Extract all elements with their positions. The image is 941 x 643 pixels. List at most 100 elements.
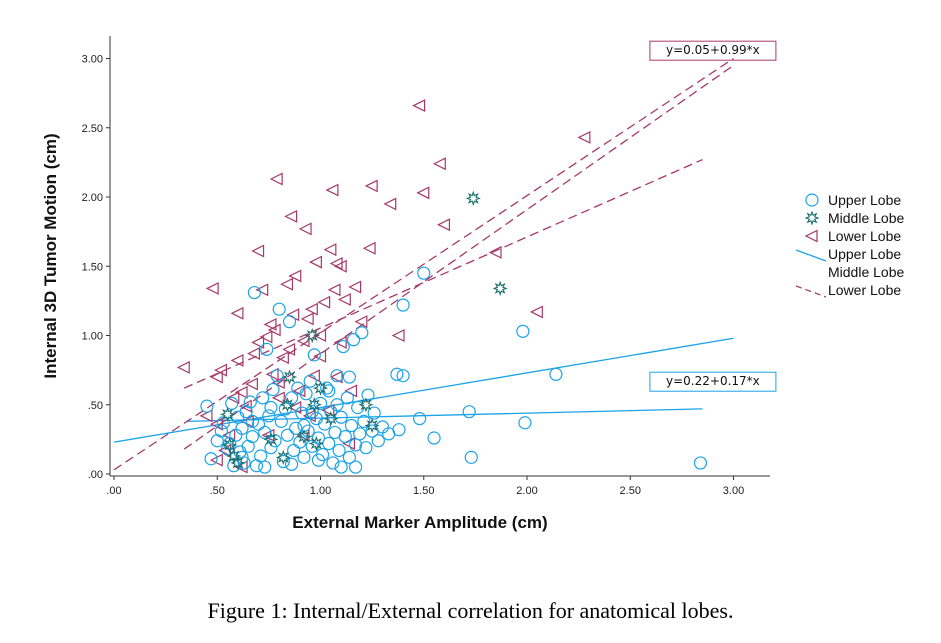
- x-tick-label: 1.50: [413, 485, 434, 497]
- lower-lobe-point: [209, 370, 223, 384]
- x-tick-label: 3.00: [723, 485, 744, 497]
- lower-lobe-point: [304, 302, 318, 316]
- figure-caption: Figure 1: Internal/External correlation …: [207, 598, 734, 623]
- middle-lobe-point: [304, 327, 320, 344]
- lower-lobe-point: [230, 353, 244, 367]
- lower-lobe-point: [199, 409, 213, 423]
- lower-lobe-point: [238, 399, 252, 413]
- upper-lobe-point: [270, 369, 284, 383]
- upper-lobe-point: [280, 428, 295, 442]
- lower-lobe-point: [348, 280, 362, 294]
- lower-lobe-point: [280, 277, 294, 291]
- upper-lobe-point: [272, 302, 286, 316]
- lower-lobe-point: [275, 351, 289, 365]
- upper-lobe-point: [322, 436, 336, 451]
- equation-annotations: y=0.05+0.99*x y=0.22+0.17*x: [649, 40, 777, 392]
- lower-lobe-point: [391, 329, 405, 342]
- y-tick-label: .50: [88, 400, 103, 412]
- y-tick-label: 1.00: [82, 331, 103, 343]
- upper-lobe-point: [311, 453, 326, 467]
- data-points: [176, 99, 708, 474]
- middle-lobe-point: [221, 437, 238, 453]
- legend-fit-label: Upper Lobe: [828, 246, 901, 262]
- middle-lobe-point: [306, 397, 322, 413]
- upper-lobe-point: [318, 417, 332, 431]
- fit-line-upper-lobe: [186, 408, 703, 423]
- upper-lobe-point: [326, 456, 340, 470]
- upper-lobe-point: [357, 414, 371, 428]
- equation-box: [649, 40, 777, 61]
- upper-lobe-point: [235, 421, 249, 435]
- lower-lobe-point: [205, 281, 219, 295]
- legend-lower-lobe-fit-line: [795, 285, 827, 298]
- lower-lobe-point: [251, 335, 265, 349]
- upper-lobe-point: [334, 410, 348, 424]
- lower-lobe-point: [230, 306, 244, 320]
- upper-lobe-point: [216, 416, 231, 430]
- middle-lobe-point: [465, 190, 481, 207]
- upper-lobe-point: [344, 418, 359, 433]
- upper-lobe-point: [349, 460, 363, 474]
- upper-lobe-point: [338, 430, 352, 444]
- lower-lobe-point: [302, 409, 316, 423]
- x-tick-label: 2.50: [620, 485, 641, 497]
- lower-lobe-point: [271, 391, 285, 405]
- upper-lobe-point: [693, 456, 708, 470]
- lower-lobe-point: [234, 385, 248, 399]
- upper-lobe-point: [287, 443, 301, 458]
- middle-lobe-point: [281, 369, 298, 385]
- upper-lobe-point: [256, 391, 270, 405]
- legend: Upper Lobe Middle Lobe Lower Lobe Upper Lob…: [795, 192, 904, 298]
- lower-lobe-point: [329, 370, 343, 384]
- lower-lobe-point: [286, 308, 300, 322]
- middle-lobe-point: [323, 410, 339, 427]
- y-tick-label: 2.50: [82, 123, 103, 135]
- upper-lobe-point: [353, 427, 367, 441]
- lower-lobe-point: [313, 329, 327, 342]
- upper-lobe-point: [392, 423, 406, 437]
- upper-lobe-point: [303, 374, 317, 388]
- upper-lobe-point: [346, 333, 361, 347]
- lower-lobe-point: [288, 269, 302, 283]
- equation-label: y=0.22+0.17*x: [666, 374, 760, 388]
- upper-lobe-point: [355, 326, 369, 340]
- upper-lobe-point: [204, 452, 218, 466]
- upper-lobe-point: [330, 398, 344, 412]
- equation-box: [649, 371, 777, 392]
- legend-fit-label: Middle Lobe: [828, 264, 904, 280]
- lower-lobe-point: [383, 197, 397, 211]
- middle-lobe-point: [308, 435, 325, 452]
- upper-lobe-point: [245, 430, 259, 444]
- upper-lobe-point: [367, 406, 381, 420]
- fit-line-upper-lobe: [113, 337, 734, 443]
- upper-lobe-point: [274, 414, 288, 428]
- upper-lobe-point: [258, 460, 272, 474]
- lower-lobe-point: [263, 317, 277, 331]
- upper-lobe-point: [214, 424, 228, 438]
- lower-lobe-point: [412, 99, 426, 113]
- lower-lobe-point: [488, 245, 502, 259]
- fit-lines: [113, 57, 734, 471]
- middle-lobe-point: [230, 455, 246, 471]
- lower-lobe-point: [364, 179, 378, 193]
- legend-lower-lobe-marker: [804, 229, 818, 243]
- x-tick-label: 1.00: [310, 485, 331, 497]
- lower-lobe-point: [317, 295, 331, 309]
- upper-lobe-point: [254, 449, 268, 463]
- middle-lobe-point: [492, 280, 508, 297]
- scatter-chart: .00 .50 1.00 1.50 2.00 2.50 3.00 .00 .50 1.00 1.50…: [41, 36, 904, 532]
- lower-lobe-point: [529, 305, 543, 319]
- y-tick-label: 2.00: [82, 192, 103, 204]
- upper-lobe-point: [413, 412, 427, 426]
- lower-lobe-point: [245, 377, 258, 391]
- lower-lobe-point: [176, 360, 190, 374]
- lower-lobe-point: [309, 255, 322, 269]
- middle-lobe-point: [263, 431, 279, 448]
- upper-lobe-point: [276, 454, 290, 469]
- lower-lobe-point: [354, 315, 368, 329]
- lower-lobe-point: [259, 330, 273, 344]
- upper-lobe-point: [359, 441, 373, 455]
- middle-lobe-point: [364, 417, 380, 434]
- legend-upper-lobe-fit-line: [795, 249, 827, 262]
- middle-lobe-point: [279, 397, 296, 413]
